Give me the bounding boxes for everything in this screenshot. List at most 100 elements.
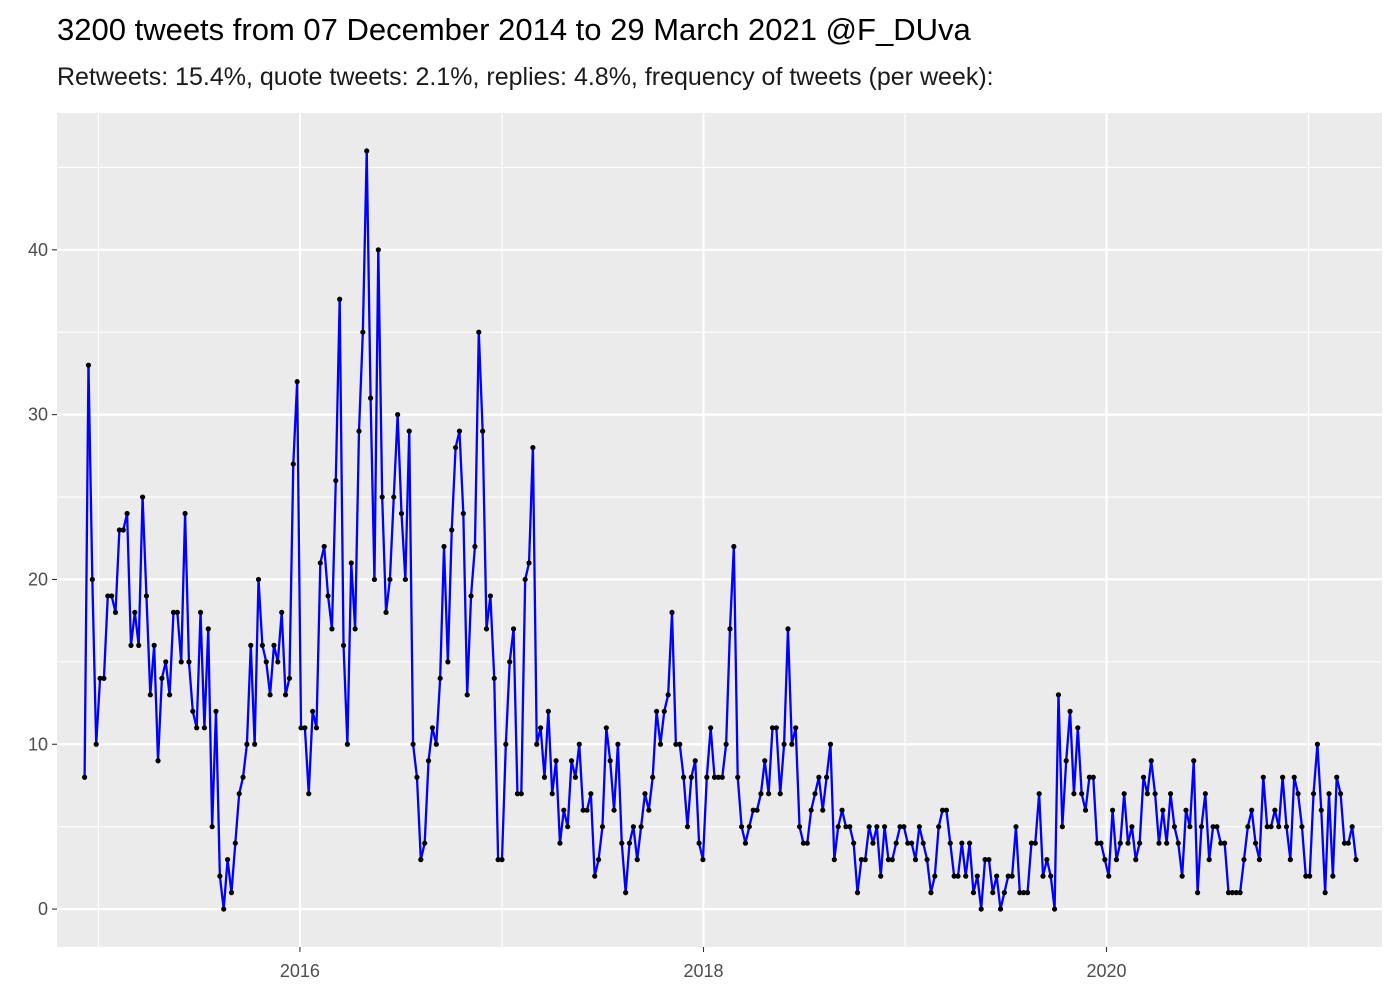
series-line-segment bbox=[875, 825, 882, 878]
data-point bbox=[839, 807, 845, 813]
data-point bbox=[248, 642, 254, 648]
data-point bbox=[669, 609, 675, 616]
series-line-segment bbox=[214, 710, 222, 878]
data-point bbox=[344, 741, 350, 747]
series-line-segment bbox=[755, 792, 763, 812]
data-point bbox=[704, 774, 710, 780]
data-point bbox=[526, 560, 532, 566]
series-line-segment bbox=[616, 743, 623, 845]
data-point bbox=[1280, 774, 1286, 780]
data-point bbox=[101, 675, 107, 681]
series-line-segment bbox=[1092, 776, 1099, 845]
data-point bbox=[878, 873, 884, 879]
series-line-segment bbox=[829, 743, 836, 861]
series-line-segment bbox=[782, 627, 790, 746]
data-point bbox=[395, 412, 401, 418]
data-point bbox=[1202, 791, 1208, 797]
data-point bbox=[483, 626, 490, 632]
data-point bbox=[1256, 857, 1263, 863]
data-point bbox=[379, 494, 385, 500]
data-point bbox=[623, 890, 629, 896]
series-line-segment bbox=[408, 429, 415, 746]
data-point bbox=[1249, 807, 1255, 813]
series-line-segment bbox=[303, 726, 310, 795]
data-point bbox=[851, 840, 857, 846]
series-line-segment bbox=[307, 710, 314, 795]
data-point bbox=[766, 791, 772, 797]
data-point bbox=[576, 741, 582, 747]
data-point bbox=[252, 741, 258, 747]
data-point bbox=[151, 642, 157, 648]
series-lines bbox=[83, 149, 1358, 911]
series-line-segment bbox=[365, 149, 372, 400]
data-point bbox=[136, 642, 142, 648]
data-point bbox=[1044, 857, 1050, 863]
data-point bbox=[947, 840, 953, 846]
data-point bbox=[1001, 890, 1007, 896]
data-point bbox=[816, 774, 822, 780]
data-point bbox=[684, 824, 691, 830]
series-line-segment bbox=[1165, 792, 1172, 845]
data-point bbox=[178, 659, 184, 665]
series-line-segment bbox=[238, 776, 245, 795]
data-point bbox=[495, 857, 501, 863]
data-point bbox=[410, 741, 416, 747]
series-line-segment bbox=[1296, 792, 1304, 828]
data-point bbox=[1017, 890, 1023, 896]
data-point bbox=[692, 758, 698, 764]
data-point bbox=[1229, 890, 1235, 896]
series-line-segment bbox=[852, 842, 859, 894]
series-line-segment bbox=[438, 545, 446, 680]
series-line-segment bbox=[180, 512, 187, 664]
series-line-segment bbox=[1238, 858, 1246, 894]
data-point bbox=[1210, 824, 1216, 830]
data-point bbox=[510, 626, 517, 632]
data-point bbox=[858, 857, 864, 863]
data-point bbox=[565, 824, 571, 830]
series-line-segment bbox=[794, 726, 801, 828]
data-point bbox=[224, 857, 231, 863]
series-line-segment bbox=[1250, 809, 1257, 845]
series-line-segment bbox=[554, 759, 562, 845]
data-point bbox=[754, 807, 760, 813]
series-line-segment bbox=[1204, 792, 1211, 861]
data-point bbox=[561, 807, 567, 813]
data-point bbox=[572, 774, 579, 780]
data-point bbox=[835, 824, 841, 830]
data-point bbox=[653, 708, 660, 714]
series-line-segment bbox=[732, 545, 739, 779]
data-point bbox=[1337, 791, 1344, 797]
series-line-segment bbox=[1111, 809, 1118, 861]
data-point bbox=[480, 428, 486, 434]
data-point bbox=[460, 510, 466, 517]
series-line-segment bbox=[1130, 825, 1137, 861]
series-line-segment bbox=[1223, 842, 1230, 894]
series-line-segment bbox=[338, 298, 345, 647]
data-point bbox=[1322, 890, 1328, 896]
data-point bbox=[429, 725, 436, 731]
series-line-segment bbox=[740, 825, 747, 845]
series-line-segment bbox=[879, 825, 886, 878]
data-point bbox=[205, 626, 211, 632]
data-point bbox=[1024, 890, 1031, 896]
data-point bbox=[263, 659, 269, 665]
series-line-segment bbox=[512, 627, 519, 795]
series-line-segment bbox=[651, 710, 658, 779]
data-point bbox=[715, 774, 722, 780]
data-point bbox=[677, 741, 683, 747]
series-line-segment bbox=[346, 561, 353, 746]
series-line-segment bbox=[1262, 776, 1269, 828]
data-point bbox=[530, 444, 536, 451]
series-line-segment bbox=[83, 364, 90, 779]
data-point bbox=[499, 857, 505, 863]
series-line-segment bbox=[759, 759, 766, 795]
data-point bbox=[1140, 774, 1147, 780]
data-point bbox=[333, 477, 339, 484]
series-line-segment bbox=[1308, 792, 1315, 878]
data-point bbox=[928, 890, 934, 896]
series-line-segment bbox=[1316, 743, 1323, 812]
series-line-segment bbox=[736, 776, 743, 828]
data-point bbox=[1144, 791, 1150, 797]
series-line-segment bbox=[1153, 792, 1161, 845]
series-line-segment bbox=[1045, 858, 1052, 878]
